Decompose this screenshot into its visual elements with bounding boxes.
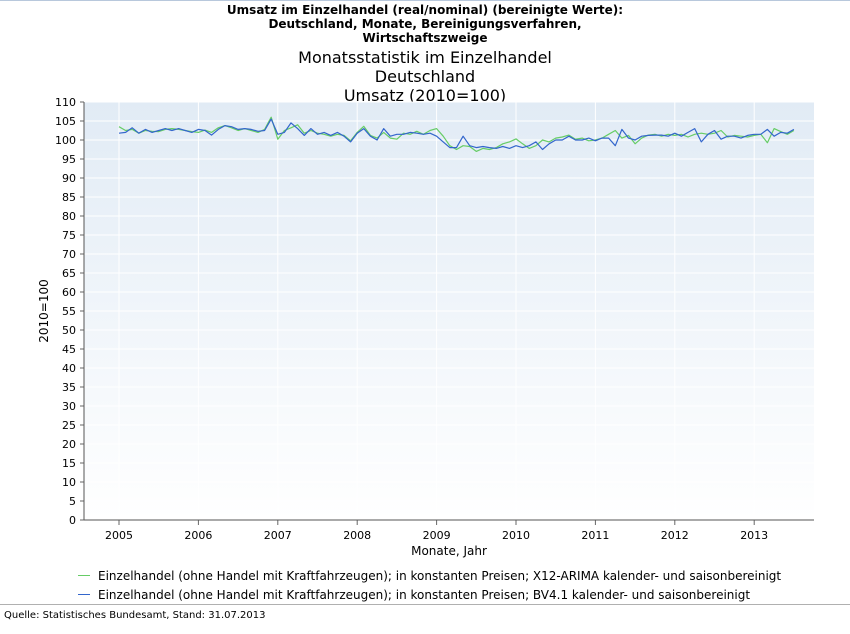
series-line-x12-arima: [118, 116, 795, 152]
legend-swatch-blue: [78, 594, 90, 595]
y-tick-label: 70: [62, 248, 76, 261]
y-tick-label: 100: [55, 134, 76, 147]
legend-swatch-green: [78, 575, 90, 576]
legend: Einzelhandel (ohne Handel mit Kraftfahrz…: [78, 566, 781, 604]
axes: 0 5 10 15 20 25 30 35 40 45 50 55 60 65 70 75 80 85 90 95 10…: [55, 96, 814, 542]
series-group: [118, 116, 795, 152]
y-tick-label: 55: [62, 305, 76, 318]
y-axis-label: 2010=100: [37, 279, 51, 343]
y-tick-label: 85: [62, 191, 76, 204]
y-tick-label: 75: [62, 229, 76, 242]
x-tick-label: 2013: [740, 529, 768, 542]
chart-subtitle: Monatsstatistik im Einzelhandel Deutschl…: [0, 48, 850, 105]
x-tick-label: 2007: [264, 529, 292, 542]
top-border: [0, 0, 850, 1]
y-tick-label: 60: [62, 286, 76, 299]
y-tick-label: 65: [62, 267, 76, 280]
legend-label-x12: Einzelhandel (ohne Handel mit Kraftfahrz…: [98, 568, 782, 583]
x-tick-label: 2009: [423, 529, 451, 542]
x-tick-label: 2005: [105, 529, 133, 542]
legend-item-x12: Einzelhandel (ohne Handel mit Kraftfahrz…: [78, 566, 781, 585]
x-tick-label: 2012: [661, 529, 689, 542]
y-tick-label: 95: [62, 153, 76, 166]
y-tick-label: 90: [62, 172, 76, 185]
y-tick-label: 35: [62, 381, 76, 394]
subtitle-line-2: Deutschland: [374, 67, 476, 86]
y-tick-label: 80: [62, 210, 76, 223]
legend-label-bv41: Einzelhandel (ohne Handel mit Kraftfahrz…: [98, 587, 751, 602]
x-tick-label: 2008: [343, 529, 371, 542]
x-tick-label: 2011: [581, 529, 609, 542]
chart-title: Umsatz im Einzelhandel (real/nominal) (b…: [0, 3, 850, 45]
y-tick-label: 45: [62, 343, 76, 356]
x-tick-label: 2010: [502, 529, 530, 542]
y-tick-label: 5: [69, 495, 76, 508]
y-tick-label: 50: [62, 324, 76, 337]
y-tick-label: 25: [62, 419, 76, 432]
legend-item-bv41: Einzelhandel (ohne Handel mit Kraftfahrz…: [78, 585, 781, 604]
y-tick-label: 20: [62, 438, 76, 451]
source-note: Quelle: Statistisches Bundesamt, Stand: …: [4, 610, 266, 621]
series-line-bv41: [118, 118, 795, 151]
y-tick-label: 10: [62, 476, 76, 489]
y-tick-label: 110: [55, 96, 76, 109]
title-line-3: Wirtschaftszweige: [362, 31, 488, 45]
y-tick-label: 15: [62, 457, 76, 470]
title-line-1: Umsatz im Einzelhandel (real/nominal) (b…: [226, 3, 624, 17]
x-tick-label: 2006: [184, 529, 212, 542]
y-tick-label: 30: [62, 400, 76, 413]
subtitle-line-1: Monatsstatistik im Einzelhandel: [298, 48, 552, 67]
y-tick-label: 0: [69, 514, 76, 527]
y-tick-label: 40: [62, 362, 76, 375]
subtitle-line-3: Umsatz (2010=100): [343, 86, 507, 105]
y-tick-label: 105: [55, 115, 76, 128]
title-line-2: Deutschland, Monate, Bereinigungsverfahr…: [268, 17, 582, 31]
x-axis-label: Monate, Jahr: [411, 544, 487, 558]
footer-divider: [0, 604, 850, 605]
